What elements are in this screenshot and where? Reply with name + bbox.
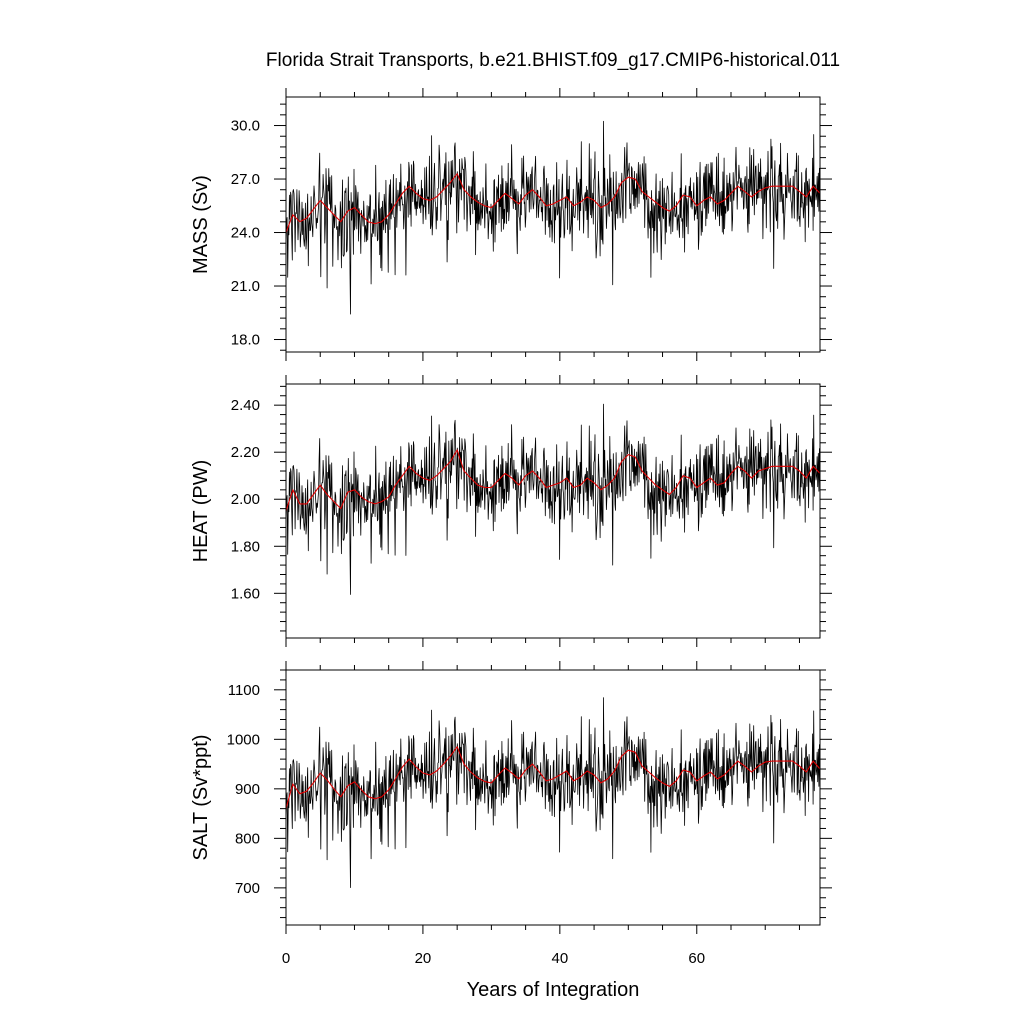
y-tick-label: 900	[235, 781, 260, 798]
y-tick-label: 800	[235, 830, 260, 847]
figure-title: Florida Strait Transports, b.e21.BHIST.f…	[266, 50, 840, 71]
y-tick-label: 27.0	[231, 171, 260, 188]
monthly-series-line	[286, 120, 820, 315]
x-tick-label: 20	[415, 950, 432, 967]
y-axis-title: HEAT (PW)	[190, 460, 212, 563]
plot-area	[286, 120, 820, 315]
y-axis-title: SALT (Sv*ppt)	[190, 735, 212, 861]
x-tick-label: 0	[282, 950, 290, 967]
x-axis-title: Years of Integration	[467, 979, 640, 1001]
y-tick-label: 1100	[228, 682, 260, 699]
y-tick-label: 1000	[227, 731, 260, 748]
y-tick-label: 1.80	[231, 538, 260, 555]
x-tick-label: 40	[552, 950, 569, 967]
smoothed-series-line	[286, 449, 820, 512]
y-axis-title: MASS (Sv)	[190, 175, 212, 274]
y-tick-label: 1.60	[231, 585, 260, 602]
plot-area	[286, 697, 820, 888]
panel-mass: 18.0 21.0 24.0 27.0 30.0 MASS (Sv)	[190, 88, 832, 361]
smoothed-series-line	[286, 746, 820, 809]
y-tick-label: 2.00	[231, 491, 260, 508]
y-tick-label: 21.0	[231, 278, 260, 295]
panel-salt: 0 20 40 60 700 800 900 1000 1100 SALT (Sv*ppt)	[190, 661, 832, 967]
panels: 18.0 21.0 24.0 27.0 30.0 MASS (Sv) 1.60 1.80 2.0…	[190, 88, 832, 967]
y-tick-label: 18.0	[231, 332, 260, 349]
y-tick-label: 2.20	[231, 444, 260, 461]
y-tick-label: 24.0	[231, 225, 260, 242]
plot-area	[286, 403, 820, 595]
y-tick-label: 2.40	[231, 397, 260, 414]
monthly-series-line	[286, 403, 820, 595]
smoothed-series-line	[286, 173, 820, 233]
panel-heat: 1.60 1.80 2.00 2.20 2.40 HEAT (PW)	[190, 375, 832, 647]
plot-frame	[285, 383, 821, 639]
monthly-series-line	[286, 697, 820, 888]
y-tick-label: 30.0	[231, 118, 260, 135]
y-tick-label: 700	[235, 880, 260, 897]
plot-frame	[285, 96, 821, 353]
x-tick-label: 60	[688, 950, 705, 967]
plot-frame	[285, 669, 821, 926]
